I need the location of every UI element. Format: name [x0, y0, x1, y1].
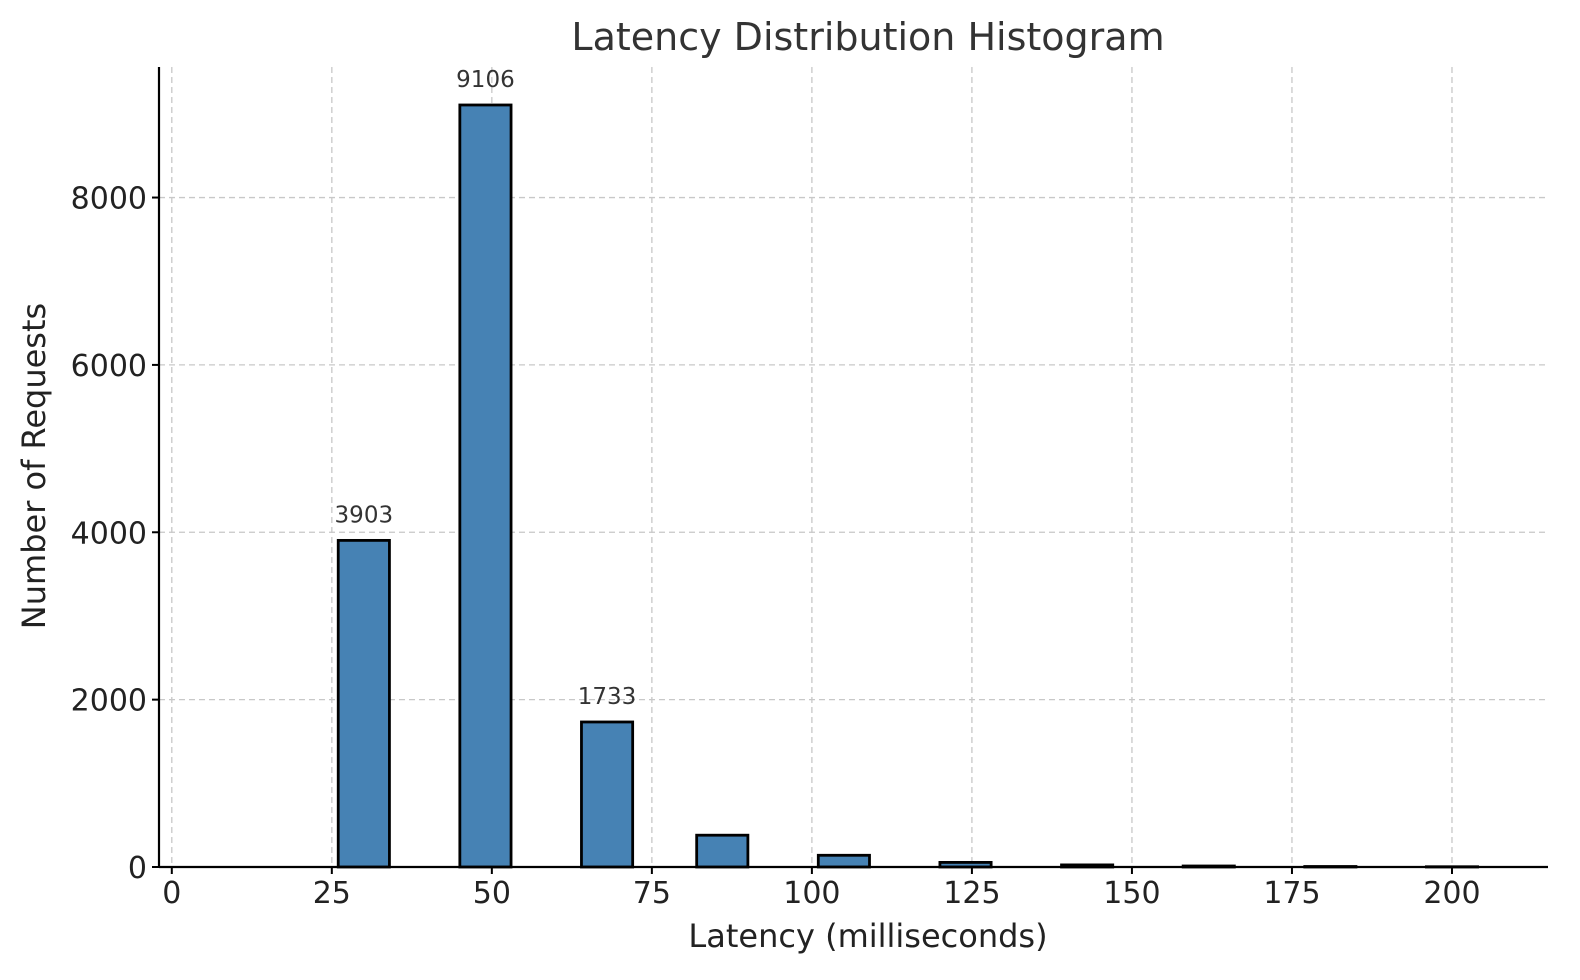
histogram-bar [458, 103, 513, 869]
bar-value-label: 1733 [578, 684, 637, 710]
x-tick-label: 50 [473, 876, 511, 911]
histogram-bar [336, 538, 391, 869]
x-tick-label: 200 [1423, 876, 1480, 911]
axes [157, 67, 1548, 869]
y-tick-label: 4000 [71, 516, 147, 551]
y-axis-label: Number of Requests [15, 303, 53, 629]
x-tick-label: 25 [313, 876, 351, 911]
x-tick-label: 175 [1263, 876, 1320, 911]
y-tick-label: 0 [128, 851, 147, 886]
y-tick-label: 6000 [71, 349, 147, 384]
bar-value-label: 3903 [335, 502, 394, 528]
x-tick-label: 150 [1103, 876, 1160, 911]
histogram-bar [580, 720, 635, 869]
x-tick-label: 0 [162, 876, 181, 911]
chart-title: Latency Distribution Histogram [571, 15, 1164, 59]
bar-value-label: 9106 [456, 67, 515, 93]
x-tick-label: 100 [783, 876, 840, 911]
y-tick-label: 8000 [71, 182, 147, 217]
x-tick-label: 75 [633, 876, 671, 911]
histogram-bar [816, 853, 871, 869]
x-axis-label: Latency (milliseconds) [688, 917, 1047, 955]
bars [336, 103, 1479, 869]
histogram-bar [695, 833, 750, 869]
y-tick-label: 2000 [71, 684, 147, 719]
x-tick-label: 125 [943, 876, 1000, 911]
data-labels: 3903 9106 1733 [335, 67, 637, 710]
